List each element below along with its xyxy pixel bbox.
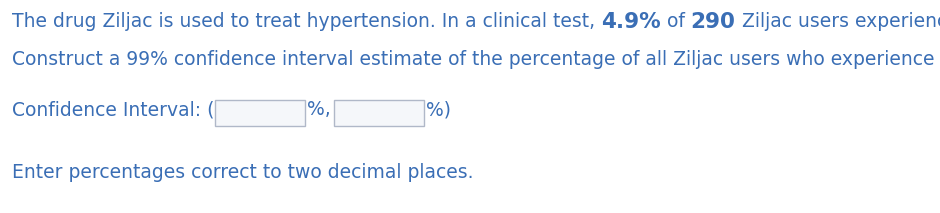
Text: %): %) — [426, 100, 451, 119]
Text: Confidence Interval: (: Confidence Interval: ( — [12, 100, 214, 119]
Text: The drug Ziljac is used to treat hypertension. In a clinical test,: The drug Ziljac is used to treat hyperte… — [12, 12, 601, 31]
Text: %,: %, — [306, 100, 330, 119]
Text: 290: 290 — [691, 12, 735, 32]
Text: 4.9%: 4.9% — [601, 12, 661, 32]
FancyBboxPatch shape — [335, 100, 424, 126]
Text: Enter percentages correct to two decimal places.: Enter percentages correct to two decimal… — [12, 163, 474, 182]
Text: Construct a 99% confidence interval estimate of the percentage of all Ziljac use: Construct a 99% confidence interval esti… — [12, 50, 940, 69]
Text: of: of — [661, 12, 691, 31]
Text: Ziljac users experienced dizziness.: Ziljac users experienced dizziness. — [735, 12, 940, 31]
FancyBboxPatch shape — [214, 100, 305, 126]
